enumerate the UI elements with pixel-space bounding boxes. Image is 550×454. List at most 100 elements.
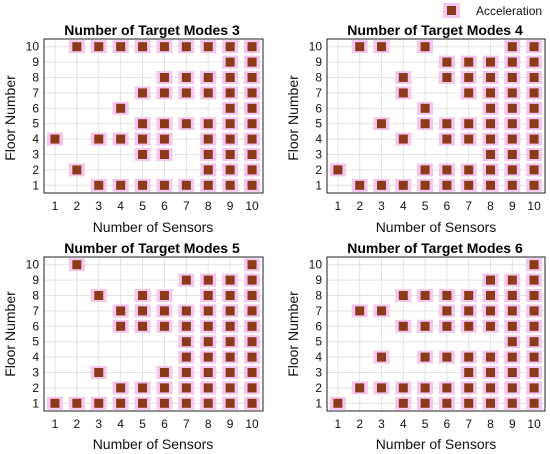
data-point xyxy=(90,40,107,54)
data-point-marker xyxy=(442,165,452,175)
plot-frame xyxy=(326,256,546,412)
data-point xyxy=(222,366,239,379)
data-point-marker xyxy=(159,291,169,300)
data-point-marker xyxy=(225,88,235,98)
data-point-marker xyxy=(116,398,126,408)
data-point-marker xyxy=(442,321,452,331)
data-point-marker xyxy=(486,291,495,300)
data-point-marker xyxy=(529,383,539,393)
y-ticks: 123 45 678 910 xyxy=(309,40,323,193)
y-tick-label: 6 xyxy=(315,319,322,333)
data-point xyxy=(482,396,499,410)
data-point xyxy=(156,132,173,146)
data-point xyxy=(134,396,151,410)
data-point-marker xyxy=(464,119,474,129)
data-point-marker xyxy=(225,180,235,190)
data-point xyxy=(373,381,390,395)
data-point-marker xyxy=(486,103,495,113)
data-point xyxy=(504,350,521,364)
x-axis-label: Number of Sensors xyxy=(93,219,214,235)
data-point xyxy=(134,148,151,161)
data-point-marker xyxy=(507,134,517,144)
data-point xyxy=(438,55,455,69)
data-point-marker xyxy=(442,306,452,316)
data-point xyxy=(417,381,434,395)
data-point-marker xyxy=(507,180,517,190)
data-point xyxy=(460,396,477,410)
data-point-marker xyxy=(398,291,408,300)
panel-modes-6: Number of Target Modes 6 1 2 3 4 5 6 7 8 9 10 123… xyxy=(285,240,546,452)
data-point-marker xyxy=(181,368,191,377)
x-tick-label: 1 xyxy=(52,199,59,213)
data-point-marker xyxy=(94,291,104,300)
data-point xyxy=(460,289,477,302)
data-point-marker xyxy=(50,398,60,408)
data-point xyxy=(504,71,521,84)
data-point xyxy=(460,71,477,84)
data-point xyxy=(373,304,390,318)
y-ticks: 123 45 678 910 xyxy=(309,258,323,411)
data-point xyxy=(222,117,239,131)
data-point-marker xyxy=(529,42,539,52)
data-point-marker xyxy=(225,57,235,67)
data-point-marker xyxy=(181,398,191,408)
data-point-marker xyxy=(94,134,104,144)
data-point-marker xyxy=(181,321,191,331)
x-ticks: 1 2 3 4 5 6 7 8 9 10 xyxy=(335,199,542,213)
data-point xyxy=(438,381,455,395)
data-point xyxy=(134,86,151,100)
data-point xyxy=(134,117,151,131)
data-point xyxy=(222,304,239,318)
data-point xyxy=(460,319,477,333)
data-point-marker xyxy=(398,180,408,190)
x-tick-label: 6 xyxy=(444,199,451,213)
y-tick-label: 2 xyxy=(32,163,39,177)
data-point xyxy=(482,366,499,379)
data-point-marker xyxy=(116,42,126,52)
data-point xyxy=(134,289,151,302)
data-point-marker xyxy=(225,275,235,285)
data-point xyxy=(526,101,543,115)
data-point xyxy=(526,396,543,410)
data-point xyxy=(156,289,173,302)
data-point xyxy=(482,289,499,302)
data-point xyxy=(178,335,195,349)
data-point xyxy=(200,40,217,54)
x-tick-label: 4 xyxy=(400,199,407,213)
data-point xyxy=(526,40,543,54)
data-point xyxy=(504,319,521,333)
data-point-marker xyxy=(420,180,430,190)
data-point xyxy=(244,55,261,69)
data-point-marker xyxy=(203,337,213,347)
data-point xyxy=(200,319,217,333)
y-tick-label: 3 xyxy=(32,366,39,380)
data-point xyxy=(112,319,129,333)
data-point xyxy=(504,101,521,115)
data-point-marker xyxy=(159,73,169,82)
x-tick-label: 7 xyxy=(465,199,472,213)
data-point xyxy=(351,40,368,54)
data-point xyxy=(373,178,390,192)
data-point xyxy=(112,132,129,146)
x-tick-label: 8 xyxy=(205,199,212,213)
x-tick-label: 10 xyxy=(245,417,259,431)
data-point-marker xyxy=(507,321,517,331)
x-tick-label: 1 xyxy=(335,199,342,213)
data-point xyxy=(222,148,239,161)
data-point-marker xyxy=(486,88,495,98)
data-point-marker xyxy=(116,134,126,144)
data-point xyxy=(460,366,477,379)
y-tick-label: 1 xyxy=(315,396,322,410)
x-tick-label: 5 xyxy=(139,417,146,431)
data-point xyxy=(504,178,521,192)
data-point-marker xyxy=(247,337,257,347)
data-point xyxy=(200,86,217,100)
data-point-marker xyxy=(464,383,474,393)
data-point xyxy=(373,350,390,364)
data-point xyxy=(504,86,521,100)
data-point-marker xyxy=(507,165,517,175)
x-tick-label: 2 xyxy=(356,199,363,213)
data-point xyxy=(200,366,217,379)
data-point xyxy=(329,163,346,177)
data-point xyxy=(156,117,173,131)
